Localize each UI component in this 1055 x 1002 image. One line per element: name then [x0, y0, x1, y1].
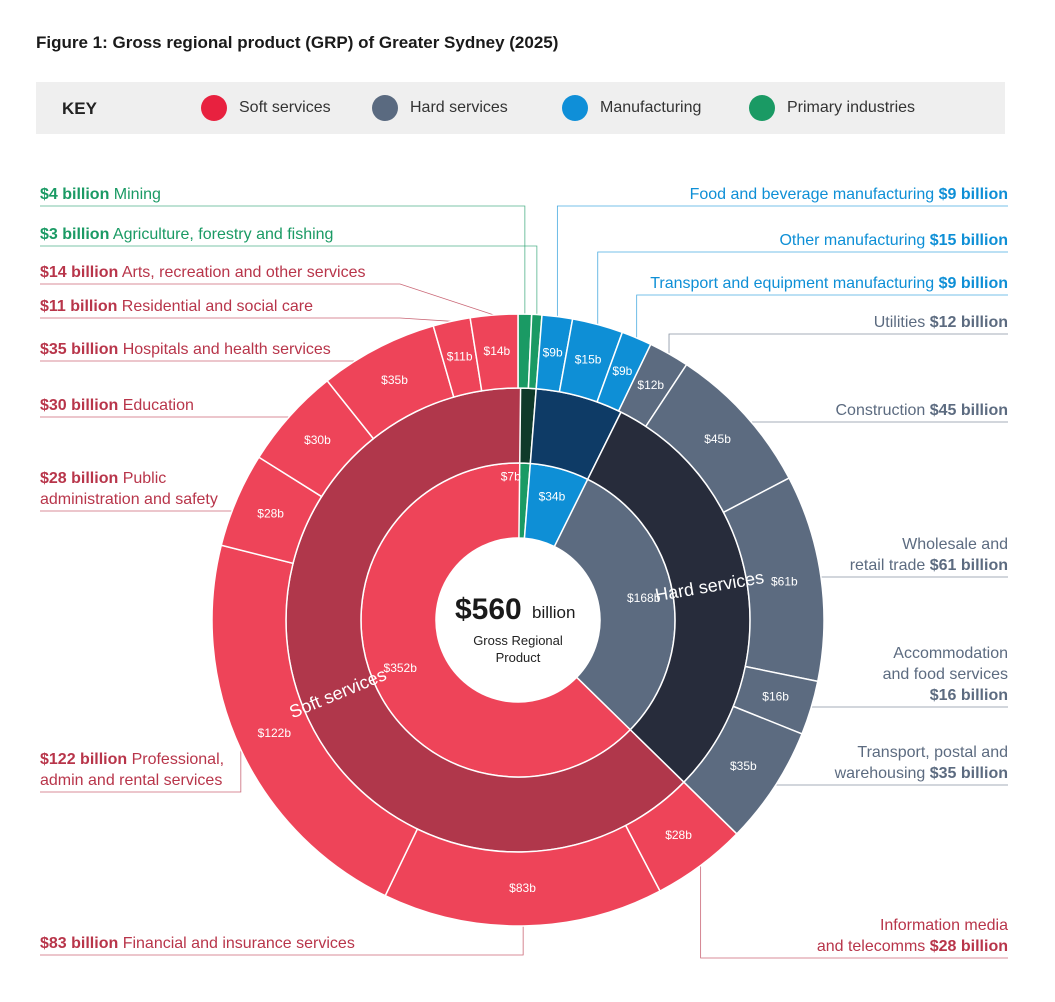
- outer-value-label: $28b: [257, 506, 284, 520]
- legend-swatch: [749, 95, 775, 121]
- callout-label: administration and safety: [40, 491, 218, 508]
- legend-label: Soft services: [239, 99, 331, 116]
- legend-item-manufacturing: Manufacturing: [562, 95, 701, 121]
- legend-swatch: [201, 95, 227, 121]
- legend-swatch: [562, 95, 588, 121]
- callout-label: $4 billion Mining: [40, 186, 161, 203]
- callout-label: $122 billion Professional,: [40, 751, 224, 768]
- callout-label: admin and rental services: [40, 772, 222, 789]
- callout-label: Information media: [880, 917, 1008, 934]
- callout-leader-line: [597, 251, 1008, 325]
- center-value: $560: [455, 593, 522, 626]
- callout-label: Transport, postal and: [857, 744, 1008, 761]
- chart-title: Figure 1: Gross regional product (GRP) o…: [36, 33, 559, 52]
- callout-label: Transport and equipment manufacturing $9…: [650, 275, 1008, 292]
- callout-label: and food services: [883, 666, 1008, 683]
- outer-value-label: $9b: [543, 345, 563, 359]
- callout-leader-line: [40, 749, 242, 793]
- center-circle: [436, 538, 600, 702]
- outer-ring-segment: [469, 313, 519, 392]
- legend: KEY Soft services Hard services Manufact…: [36, 82, 1005, 134]
- callout-label: retail trade $61 billion: [850, 557, 1008, 574]
- callout-leader-line: [810, 706, 1008, 709]
- outer-value-label: $16b: [762, 690, 789, 704]
- inner-value-label: $7b: [501, 469, 521, 483]
- legend-label: Hard services: [410, 99, 508, 116]
- outer-value-label: $28b: [665, 828, 692, 842]
- sunburst-rings: [211, 313, 825, 927]
- callout-label: Utilities $12 billion: [874, 314, 1008, 331]
- outer-value-label: $11b: [447, 350, 473, 364]
- center-hub: $560 billion Gross Regional Product: [436, 538, 600, 702]
- inner-value-label: $168b: [627, 591, 661, 605]
- legend-item-primary-industries: Primary industries: [749, 95, 915, 121]
- callout-label: $35 billion Hospitals and health service…: [40, 341, 331, 358]
- callout-leader-line: [40, 205, 526, 315]
- legend-swatch: [372, 95, 398, 121]
- outer-value-label: $122b: [258, 726, 292, 740]
- callout-label: Accommodation: [893, 645, 1008, 662]
- outer-value-label: $61b: [771, 575, 798, 589]
- callout-leader-line: [40, 283, 495, 316]
- callout-label: Construction $45 billion: [835, 402, 1008, 419]
- center-line1: Gross Regional: [473, 633, 563, 648]
- outer-value-label: $30b: [304, 433, 331, 447]
- legend-title: KEY: [62, 99, 97, 118]
- outer-value-label: $14b: [484, 344, 511, 358]
- inner-value-label: $34b: [539, 489, 566, 503]
- callout-leader-line: [636, 294, 1008, 338]
- inner-value-label: $352b: [384, 661, 418, 675]
- callout-labels: $4 billion Mining $3 billion Agriculture,…: [40, 186, 1008, 955]
- outer-value-label: $35b: [730, 759, 757, 773]
- callout-leader-line: [40, 317, 452, 322]
- callout-leader-line: [40, 925, 524, 956]
- callout-label: warehousing $35 billion: [834, 765, 1008, 782]
- callout-label: $3 billion Agriculture, forestry and fis…: [40, 226, 333, 243]
- callout-label: Other manufacturing $15 billion: [779, 232, 1008, 249]
- callout-leader-line: [668, 333, 1008, 354]
- center-unit: billion: [532, 603, 575, 622]
- outer-value-label: $35b: [381, 373, 408, 387]
- legend-item-soft-services: Soft services: [201, 95, 331, 121]
- legend-label: Primary industries: [787, 99, 916, 116]
- callout-label: Food and beverage manufacturing $9 billi…: [690, 186, 1008, 203]
- legend-item-hard-services: Hard services: [372, 95, 508, 121]
- callout-leader-line: [700, 865, 1008, 959]
- callout-label: $16 billion: [930, 687, 1008, 704]
- callout-leader-line: [40, 245, 538, 315]
- callout-label: $30 billion Education: [40, 397, 194, 414]
- callout-leader-line: [556, 205, 1008, 317]
- callout-label: $28 billion Public: [40, 470, 166, 487]
- legend-label: Manufacturing: [600, 99, 702, 116]
- outer-value-label: $15b: [575, 352, 602, 366]
- callout-leader-line: [40, 416, 291, 418]
- center-line2: Product: [496, 650, 541, 665]
- callout-leader-line: [773, 784, 1008, 788]
- outer-value-label: $83b: [509, 881, 536, 895]
- callout-label: $11 billion Residential and social care: [40, 298, 313, 315]
- outer-value-label: $45b: [704, 432, 731, 446]
- callout-label: Wholesale and: [902, 536, 1008, 553]
- callout-label: and telecomms $28 billion: [817, 938, 1008, 955]
- callout-label: $83 billion Financial and insurance serv…: [40, 935, 355, 952]
- callout-label: $14 billion Arts, recreation and other s…: [40, 264, 365, 281]
- outer-value-label: $12b: [637, 378, 664, 392]
- outer-value-label: $9b: [612, 364, 632, 378]
